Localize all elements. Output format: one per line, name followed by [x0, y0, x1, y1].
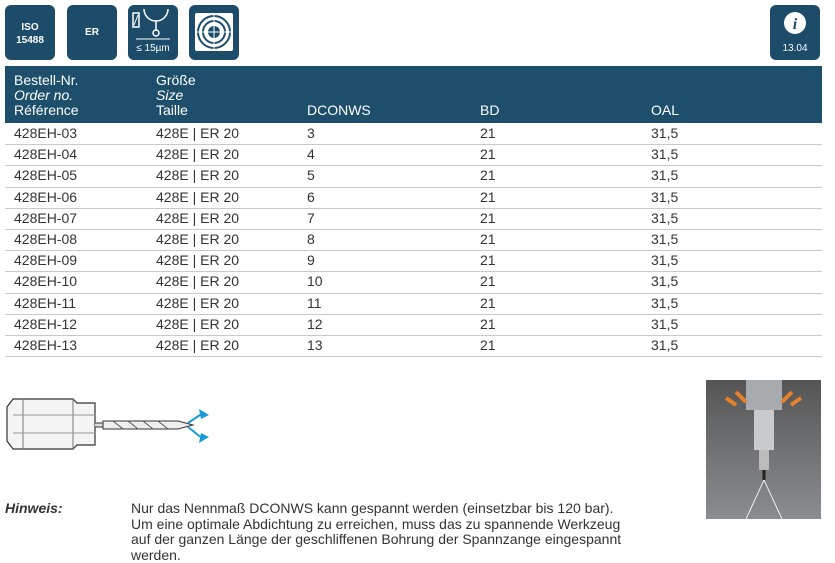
target-symbol: [189, 5, 239, 60]
table-cell: 31,5: [651, 123, 678, 144]
row-divider: [5, 187, 822, 188]
table-cell: 31,5: [651, 271, 678, 292]
row-divider: [5, 250, 822, 251]
table-cell: 428E | ER 20: [156, 123, 239, 144]
table-cell: 21: [480, 314, 496, 335]
row-divider: [5, 356, 822, 357]
iso-label: ISO: [5, 22, 55, 33]
row-divider: [5, 165, 822, 166]
table-cell: 4: [307, 144, 315, 165]
header-label: BD: [480, 103, 499, 118]
info-icon[interactable]: i 13.04: [770, 5, 820, 60]
table-cell: 10: [307, 271, 323, 292]
table-cell: 21: [480, 229, 496, 250]
table-cell: 31,5: [651, 165, 678, 186]
table-cell: 11: [307, 293, 322, 314]
table-cell: 21: [480, 250, 496, 271]
table-cell: 428EH-09: [14, 250, 77, 271]
table-cell: 5: [307, 165, 315, 186]
table-cell: 31,5: [651, 293, 678, 314]
table-cell: 428EH-08: [14, 229, 77, 250]
header-label: DCONWS: [307, 103, 371, 118]
table-cell: 428EH-13: [14, 335, 77, 356]
table-cell: 428E | ER 20: [156, 165, 239, 186]
er-icon: ER: [67, 5, 117, 60]
table-cell: 428E | ER 20: [156, 144, 239, 165]
table-cell: 13: [307, 335, 323, 356]
row-divider: [5, 229, 822, 230]
header-label: Order no.: [14, 88, 73, 103]
table-cell: 428EH-10: [14, 271, 77, 292]
table-cell: 428EH-12: [14, 314, 77, 335]
collet-drawing: [3, 385, 233, 475]
table-cell: 31,5: [651, 144, 678, 165]
header-label: OAL: [651, 103, 679, 118]
table-cell: 31,5: [651, 335, 678, 356]
header-label: Référence: [14, 103, 79, 118]
table-cell: 428EH-11: [14, 293, 76, 314]
table-cell: 428E | ER 20: [156, 271, 239, 292]
table-cell: 3: [307, 123, 315, 144]
iso-icon: ISO 15488: [5, 5, 55, 60]
table-cell: 21: [480, 335, 496, 356]
table-cell: 21: [480, 293, 496, 314]
note-line: Nur das Nennmaß DCONWS kann gespannt wer…: [131, 501, 613, 517]
application-photo: [706, 380, 821, 519]
table-cell: 31,5: [651, 229, 678, 250]
table-cell: 428E | ER 20: [156, 250, 239, 271]
table-cell: 21: [480, 144, 496, 165]
header-label: Size: [156, 88, 183, 103]
table-cell: 428E | ER 20: [156, 314, 239, 335]
note-label: Hinweis:: [5, 501, 63, 517]
table-cell: 428EH-04: [14, 144, 77, 165]
table-cell: 428EH-06: [14, 187, 77, 208]
concentricity-icon: [189, 5, 239, 60]
table-cell: 428EH-05: [14, 165, 77, 186]
table-cell: 31,5: [651, 187, 678, 208]
tolerance-icon: ≤ 15µm: [128, 5, 178, 60]
table-cell: 21: [480, 123, 496, 144]
table-cell: 428E | ER 20: [156, 229, 239, 250]
table-cell: 31,5: [651, 314, 678, 335]
info-label: 13.04: [770, 43, 820, 54]
table-cell: 428E | ER 20: [156, 335, 239, 356]
table-cell: 7: [307, 208, 315, 229]
gauge-symbol: [128, 5, 178, 45]
table-cell: 21: [480, 271, 496, 292]
table-cell: 9: [307, 250, 315, 271]
row-divider: [5, 314, 822, 315]
iso-number: 15488: [5, 35, 55, 46]
table-cell: 8: [307, 229, 315, 250]
row-divider: [5, 271, 822, 272]
row-divider: [5, 335, 822, 336]
row-divider: [5, 208, 822, 209]
table-cell: 31,5: [651, 208, 678, 229]
header-label: Größe: [156, 73, 196, 88]
table-cell: 21: [480, 165, 496, 186]
table-cell: 428E | ER 20: [156, 208, 239, 229]
table-cell: 12: [307, 314, 323, 335]
note-line: werden.: [131, 548, 181, 563]
note-line: Um eine optimale Abdichtung zu erreichen…: [131, 517, 620, 533]
header-label: Bestell-Nr.: [14, 73, 79, 88]
row-divider: [5, 144, 822, 145]
table-cell: 428E | ER 20: [156, 187, 239, 208]
table-cell: 428EH-07: [14, 208, 77, 229]
table-cell: 21: [480, 187, 496, 208]
header-label: Taille: [156, 103, 188, 118]
tolerance-label: ≤ 15µm: [128, 43, 178, 54]
er-label: ER: [67, 27, 117, 38]
table-cell: 21: [480, 208, 496, 229]
table-cell: 6: [307, 187, 315, 208]
info-symbol: i: [770, 5, 820, 41]
table-cell: 428EH-03: [14, 123, 77, 144]
svg-text:i: i: [793, 16, 798, 33]
table-cell: 31,5: [651, 250, 678, 271]
row-divider: [5, 293, 822, 294]
table-cell: 428E | ER 20: [156, 293, 239, 314]
note-line: auf der ganzen Länge der geschliffenen B…: [131, 532, 621, 548]
